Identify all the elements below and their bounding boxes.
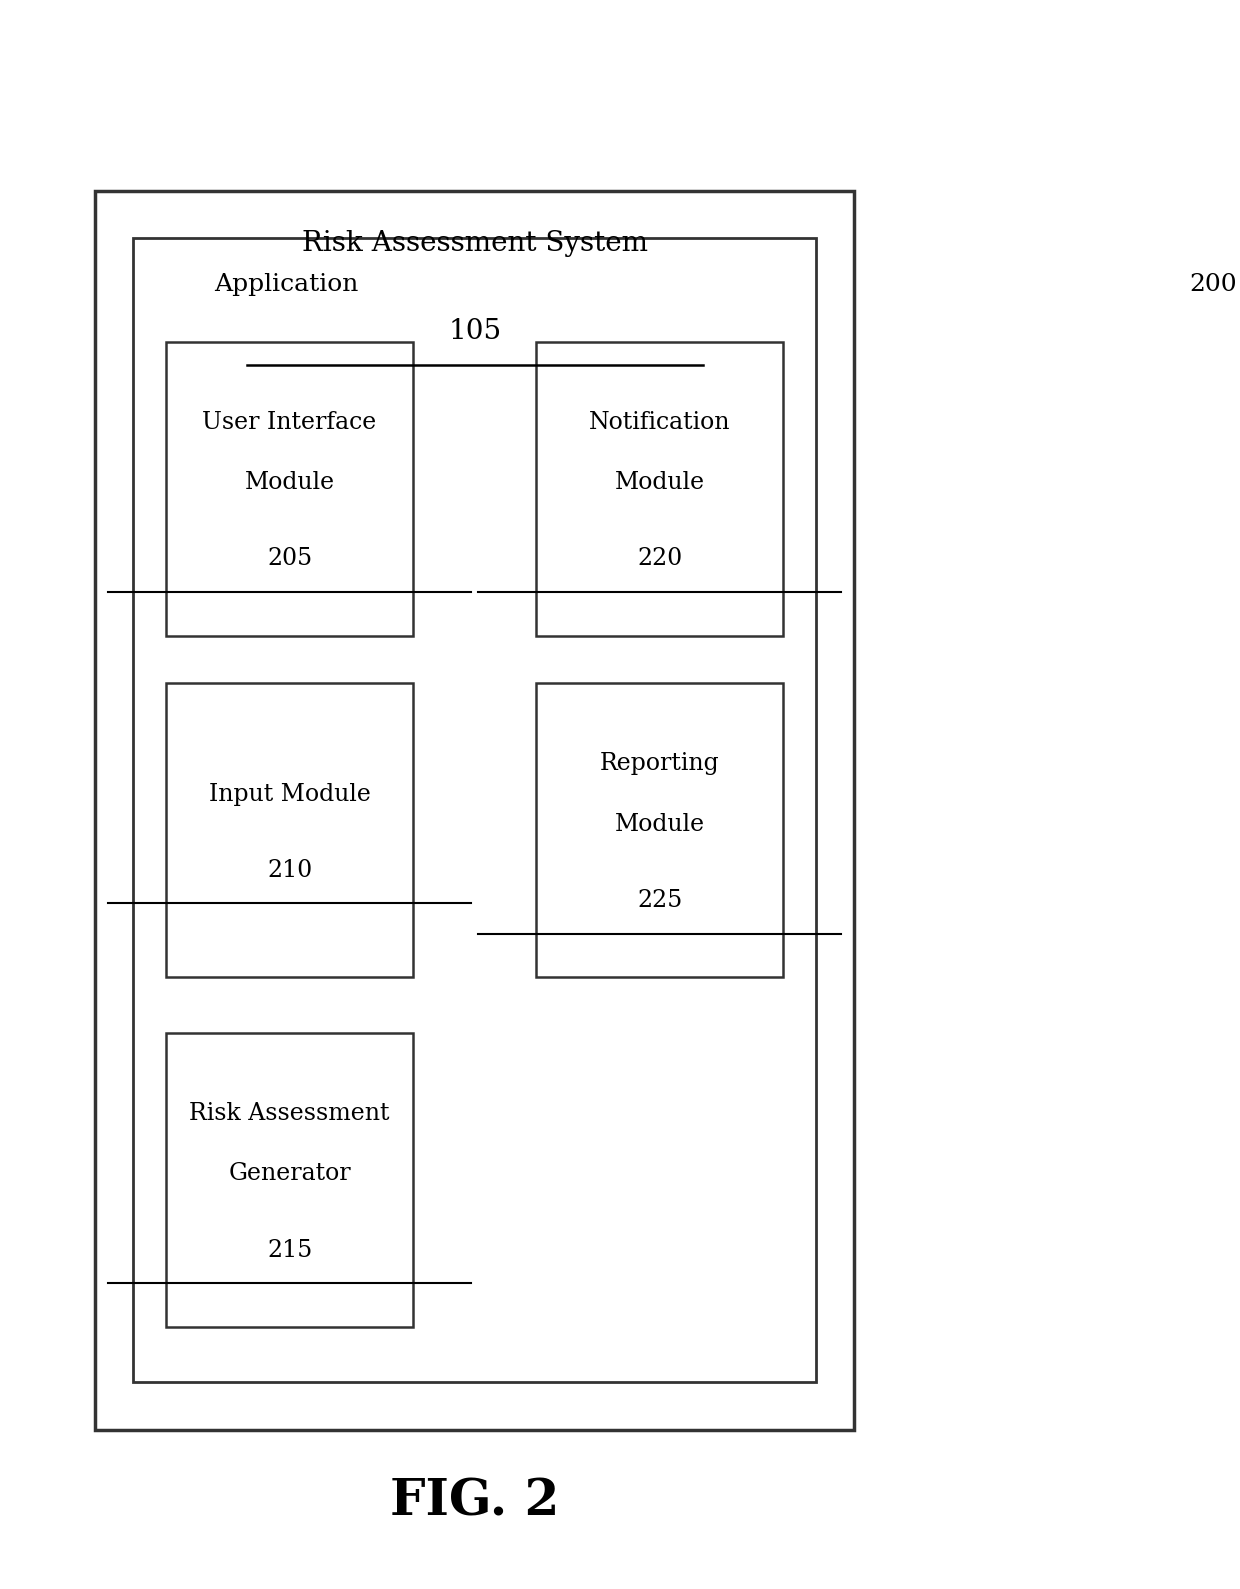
- Bar: [95, 191, 854, 1430]
- Text: Input Module: Input Module: [208, 782, 371, 806]
- Text: Risk Assessment: Risk Assessment: [190, 1103, 389, 1125]
- Bar: [166, 342, 413, 636]
- Text: 105: 105: [448, 318, 501, 345]
- Text: 225: 225: [637, 888, 682, 912]
- Bar: [166, 683, 413, 977]
- Bar: [133, 238, 816, 1382]
- Text: 210: 210: [267, 858, 312, 882]
- Text: Application: Application: [215, 273, 366, 296]
- Text: 205: 205: [267, 547, 312, 570]
- Text: User Interface: User Interface: [202, 410, 377, 434]
- Text: Module: Module: [615, 470, 704, 494]
- Text: 215: 215: [267, 1239, 312, 1262]
- Text: Module: Module: [615, 812, 704, 836]
- Text: Generator: Generator: [228, 1163, 351, 1185]
- Text: FIG. 2: FIG. 2: [391, 1478, 559, 1525]
- Text: 220: 220: [637, 547, 682, 570]
- Text: Notification: Notification: [589, 410, 730, 434]
- Text: 200: 200: [1189, 273, 1236, 296]
- Bar: [537, 683, 784, 977]
- Bar: [537, 342, 784, 636]
- Text: Risk Assessment System: Risk Assessment System: [301, 230, 647, 257]
- Text: Module: Module: [244, 470, 335, 494]
- Bar: [166, 1033, 413, 1327]
- Text: Reporting: Reporting: [600, 752, 719, 775]
